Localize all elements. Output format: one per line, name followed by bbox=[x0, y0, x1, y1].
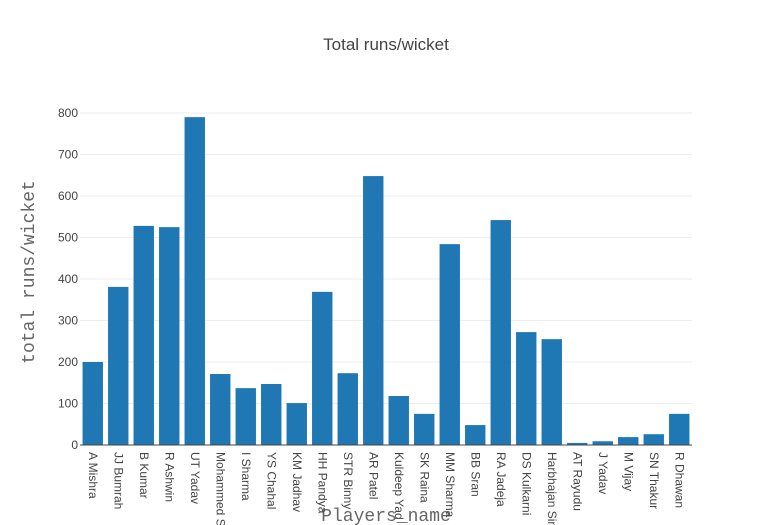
x-axis-title: Players_name bbox=[321, 507, 451, 525]
y-tick-label: 300 bbox=[58, 314, 78, 328]
y-axis-title: total runs/wicket bbox=[20, 180, 40, 364]
bar bbox=[82, 362, 103, 445]
x-tick-label: AR Patel bbox=[366, 452, 380, 499]
y-tick-label: 400 bbox=[58, 272, 78, 286]
x-tick-label: A Mishra bbox=[86, 452, 100, 499]
x-tick-label: R Dhawan bbox=[672, 452, 686, 508]
y-tick-label: 200 bbox=[58, 355, 78, 369]
bar bbox=[567, 442, 588, 445]
x-tick-label: SN Thakur bbox=[647, 452, 661, 509]
x-tick-label: JJ Bumrah bbox=[111, 452, 125, 509]
bar bbox=[184, 117, 205, 446]
x-tick-label: YS Chahal bbox=[264, 452, 278, 509]
x-tick-label: BB Sran bbox=[468, 452, 482, 497]
x-tick-label: R Ashwin bbox=[162, 452, 176, 502]
bar bbox=[235, 388, 256, 445]
bar bbox=[618, 437, 639, 445]
bar bbox=[643, 434, 664, 445]
y-tick-label: 100 bbox=[58, 397, 78, 411]
x-tick-label: STR Binny bbox=[341, 452, 355, 509]
x-tick-label: B Kumar bbox=[137, 452, 151, 499]
y-tick-label: 800 bbox=[58, 106, 78, 120]
x-tick-label: AT Rayudu bbox=[570, 452, 584, 511]
x-tick-label: J Yadav bbox=[596, 452, 610, 494]
bar bbox=[210, 374, 231, 445]
y-tick-label: 500 bbox=[58, 231, 78, 245]
bar bbox=[388, 396, 409, 445]
x-tick-label: Mohammed S bbox=[213, 452, 227, 525]
bar bbox=[465, 425, 486, 445]
bar bbox=[669, 413, 690, 445]
x-tick-label: I Sharma bbox=[239, 452, 253, 501]
x-tick-label: M Vijay bbox=[621, 452, 635, 491]
x-tick-label: Kuldeep Yad bbox=[392, 452, 406, 520]
bar bbox=[108, 286, 129, 445]
bar bbox=[541, 339, 562, 445]
x-tick-label: Harbhajan Sin bbox=[545, 452, 559, 525]
x-tick-label: SK Raina bbox=[417, 452, 431, 503]
x-tick-label: HH Pandya bbox=[315, 452, 329, 514]
y-tick-label: 0 bbox=[71, 438, 78, 452]
x-tick-label: MM Sharma bbox=[443, 452, 457, 518]
bar bbox=[159, 227, 180, 445]
x-tick-label: RA Jadeja bbox=[494, 452, 508, 507]
chart-title: Total runs/wicket bbox=[323, 35, 449, 54]
bar bbox=[414, 413, 435, 445]
bar bbox=[363, 176, 384, 445]
y-tick-label: 600 bbox=[58, 189, 78, 203]
bar bbox=[133, 225, 154, 445]
bar bbox=[312, 291, 333, 445]
x-tick-label: KM Jadhav bbox=[290, 452, 304, 512]
bar bbox=[592, 441, 613, 445]
bar bbox=[439, 244, 460, 445]
x-tick-label: UT Yadav bbox=[188, 452, 202, 504]
bar bbox=[490, 220, 511, 445]
bar bbox=[516, 332, 537, 445]
bar bbox=[337, 373, 358, 445]
y-tick-label: 700 bbox=[58, 148, 78, 162]
bar bbox=[261, 383, 282, 445]
bar bbox=[286, 403, 307, 445]
x-tick-label: DS Kulkarni bbox=[519, 452, 533, 515]
